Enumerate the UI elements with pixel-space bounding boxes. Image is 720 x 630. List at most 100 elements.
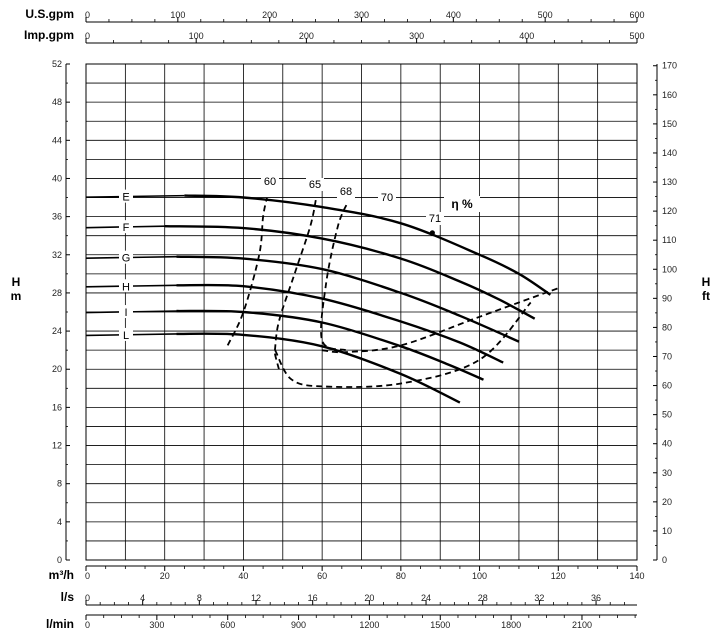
right-tick-label: 10 [662, 526, 672, 536]
head-curve-h [176, 283, 504, 364]
right-tick-label: 100 [662, 264, 677, 274]
curve-label-bg [119, 279, 133, 293]
axis-title-l-s: l/s [61, 590, 75, 604]
right-tick-label: 80 [662, 322, 672, 332]
right-tick-label: 60 [662, 381, 672, 391]
right-tick-label: 170 [662, 61, 677, 71]
left-tick-label: 44 [52, 135, 62, 145]
right-tick-label: 70 [662, 351, 672, 361]
top-axes: 0 100 200 300 400 500 600 U.S.gpm 0 100 200 300 400 5… [24, 7, 645, 44]
left-tick-label: 8 [57, 479, 62, 489]
tick-label-m-h: 60 [317, 571, 327, 581]
right-tick-label: 120 [662, 206, 677, 216]
tick-label-l-min: 1800 [501, 620, 521, 630]
left-axis-title-bottom: m [11, 289, 22, 303]
axis-title-imp-gpm: Imp.gpm [24, 28, 74, 42]
tick-label-imp-gpm: 400 [519, 31, 534, 41]
left-tick-label: 0 [57, 555, 62, 565]
tick-label-l-min: 0 [85, 620, 90, 630]
tick-label-m-h: 0 [85, 571, 90, 581]
tick-label-m-h: 80 [396, 571, 406, 581]
tick-label-l-s: 24 [421, 593, 431, 603]
tick-label-l-s: 20 [364, 593, 374, 603]
head-curve-i [176, 309, 484, 381]
left-tick-label: 36 [52, 212, 62, 222]
curve-label-e: E [122, 192, 129, 204]
right-tick-label: 0 [662, 555, 667, 565]
tick-label-imp-gpm: 300 [409, 31, 424, 41]
tick-label-imp-gpm: 100 [189, 31, 204, 41]
eta-legend-bg [444, 196, 480, 212]
left-tick-label: 4 [57, 517, 62, 527]
tick-label-l-min: 1500 [430, 620, 450, 630]
right-tick-label: 140 [662, 148, 677, 158]
tick-label-m-h: 100 [472, 571, 487, 581]
tick-label-m-h: 20 [160, 571, 170, 581]
tick-label-l-s: 0 [85, 593, 90, 603]
efficiency-label-bg [426, 212, 444, 225]
curve-label-g: G [122, 253, 131, 265]
tick-label-u-s-gpm: 300 [354, 10, 369, 20]
left-tick-label: 16 [52, 402, 62, 412]
efficiency-label-68: 68 [340, 186, 352, 198]
tick-label-u-s-gpm: 600 [629, 10, 644, 20]
curve-label-bg [119, 327, 133, 341]
curve-leader-e [85, 194, 185, 198]
axis-title-l-min: l/min [46, 617, 74, 630]
efficiency-label-70: 70 [381, 192, 393, 204]
curve-label-i: I [124, 307, 127, 319]
left-tick-label: 52 [52, 59, 62, 69]
series-group [164, 194, 559, 404]
tick-label-l-min: 1200 [359, 620, 379, 630]
efficiency-curve-65 [274, 197, 318, 351]
curve-label-bg [119, 305, 133, 319]
tick-label-l-min: 900 [291, 620, 306, 630]
tick-label-imp-gpm: 0 [85, 31, 90, 41]
left-tick-label: 32 [52, 250, 62, 260]
left-tick-label: 28 [52, 288, 62, 298]
efficiency-marker-point [429, 230, 435, 236]
efficiency-label-60: 60 [264, 176, 276, 188]
tick-label-m-h: 140 [629, 571, 644, 581]
efficiency-label-71: 71 [429, 213, 441, 225]
axis-title-u-s-gpm: U.S.gpm [25, 7, 74, 21]
left-axis-title-top: H [12, 275, 21, 289]
right-axis-title-bottom: ft [702, 289, 710, 303]
left-tick-label: 24 [52, 326, 62, 336]
tick-label-l-s: 36 [591, 593, 601, 603]
right-tick-label: 30 [662, 468, 672, 478]
right-tick-label: 160 [662, 90, 677, 100]
bottom-axes: 0 20 40 60 80 100 120 140 m³/h 0 4 8 12 16 20 24 28 32 36 l… [46, 565, 645, 630]
efficiency-curve-60 [226, 197, 268, 346]
left-tick-label: 12 [52, 441, 62, 451]
curve-label-h: H [122, 281, 130, 293]
right-axis: 0 10 20 30 40 50 60 70 80 90 100 110 120 130 140 150 160… [653, 61, 710, 565]
head-curve-e [184, 194, 552, 296]
tick-label-m-h: 120 [551, 571, 566, 581]
efficiency-label-bg [261, 175, 279, 188]
efficiency-label-bg [378, 191, 396, 204]
curve-label-f: F [123, 222, 130, 234]
tick-label-u-s-gpm: 400 [446, 10, 461, 20]
left-tick-label: 20 [52, 364, 62, 374]
curve-label-bg [119, 189, 133, 203]
right-tick-label: 150 [662, 119, 677, 129]
efficiency-curve-68 [273, 301, 532, 388]
chart-grid [85, 63, 638, 561]
efficiency-label-65: 65 [309, 179, 321, 191]
right-tick-label: 50 [662, 410, 672, 420]
right-tick-label: 130 [662, 177, 677, 187]
right-axis-title-top: H [702, 275, 711, 289]
curve-label-l: L [123, 330, 129, 342]
right-tick-label: 40 [662, 439, 672, 449]
efficiency-curve-70 [320, 201, 349, 352]
label-group: E F G H IL 60 65 68 70 71 η % [85, 175, 480, 342]
tick-label-l-s: 4 [140, 593, 145, 603]
tick-label-l-min: 600 [220, 620, 235, 630]
tick-label-l-s: 16 [308, 593, 318, 603]
tick-label-u-s-gpm: 100 [170, 10, 185, 20]
tick-label-imp-gpm: 500 [629, 31, 644, 41]
right-tick-label: 20 [662, 497, 672, 507]
efficiency-label-bg [306, 178, 324, 191]
left-tick-label: 48 [52, 97, 62, 107]
